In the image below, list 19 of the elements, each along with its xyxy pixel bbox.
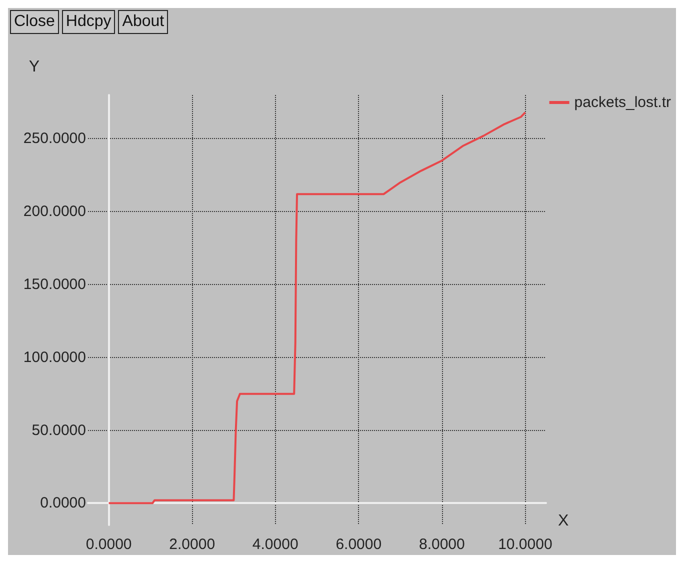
y-axis-title: Y	[28, 58, 40, 76]
x-tick-label: 2.0000	[169, 536, 216, 553]
x-tick-label: 0.0000	[86, 536, 132, 553]
button: About	[118, 10, 168, 34]
x-tick-label: 6.0000	[336, 536, 382, 553]
legend-label: packets_lost.tr	[574, 94, 672, 111]
x-tick-label: 4.0000	[252, 536, 298, 553]
button: Close	[10, 10, 59, 34]
button: Hdcpy	[62, 10, 116, 34]
y-tick-label: 50.0000	[32, 422, 86, 439]
y-tick-label: 250.0000	[23, 130, 86, 148]
x-axis-title: X	[558, 512, 569, 530]
x-tick-label: 8.0000	[418, 536, 465, 553]
y-tick-label: 200.0000	[23, 203, 86, 220]
x-tick-label: 10.0000	[498, 536, 552, 553]
y-tick-label: 150.0000	[23, 276, 86, 293]
line-series	[108, 111, 526, 504]
y-tick-label: 100.0000	[23, 348, 86, 366]
y-tick-label: 0.0000	[40, 494, 86, 512]
